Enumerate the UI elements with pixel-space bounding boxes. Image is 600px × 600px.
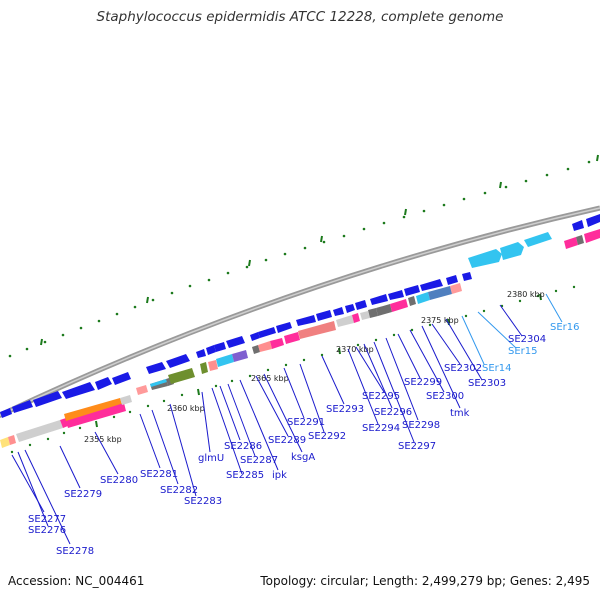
gene-label-se2281[interactable]: SE2281 bbox=[140, 469, 178, 480]
gene-label-se2295[interactable]: SE2295 bbox=[362, 391, 400, 402]
inner-ruler-dots bbox=[10, 285, 576, 454]
ruler-label-2380: 2380 kbp bbox=[507, 290, 545, 299]
reverse-strand-genes[interactable] bbox=[0, 229, 600, 448]
rna-leader-lines bbox=[461, 293, 563, 365]
gene-label-se2304[interactable]: SE2304 bbox=[508, 334, 546, 345]
inner-ruler-major-ticks bbox=[95, 293, 542, 428]
gene-label-se2296[interactable]: SE2296 bbox=[374, 407, 412, 418]
gene-label-se2303[interactable]: SE2303 bbox=[468, 378, 506, 389]
gene-label-glmu[interactable]: glmU bbox=[198, 453, 224, 464]
gene-label-se2294[interactable]: SE2294 bbox=[362, 423, 400, 434]
gene-label-se2279[interactable]: SE2279 bbox=[64, 489, 102, 500]
ruler-label-2365: 2365 kbp bbox=[251, 374, 289, 383]
ruler-label-2370: 2370 kbp bbox=[336, 345, 374, 354]
gene-label-ksga[interactable]: ksgA bbox=[291, 452, 315, 463]
gene-label-ser14[interactable]: SEr14 bbox=[482, 363, 512, 374]
gene-label-se2277[interactable]: SE2277 bbox=[28, 514, 66, 525]
gene-label-se2298[interactable]: SE2298 bbox=[402, 420, 440, 431]
rna-genes[interactable] bbox=[468, 214, 600, 268]
gene-label-tmk[interactable]: tmk bbox=[450, 408, 470, 419]
gene-label-se2293[interactable]: SE2293 bbox=[326, 404, 364, 415]
gene-label-se2300[interactable]: SE2300 bbox=[426, 391, 464, 402]
gene-label-ipk[interactable]: ipk bbox=[272, 470, 287, 481]
gene-label-se2299[interactable]: SE2299 bbox=[404, 377, 442, 388]
gene-label-se2292[interactable]: SE2292 bbox=[308, 431, 346, 442]
gene-label-ser16[interactable]: SEr16 bbox=[550, 322, 580, 333]
gene-label-se2297[interactable]: SE2297 bbox=[398, 441, 436, 452]
outer-dotted-ring bbox=[8, 160, 591, 358]
gene-label-se2282[interactable]: SE2282 bbox=[160, 485, 198, 496]
forward-strand-genes[interactable] bbox=[0, 272, 472, 418]
outer-ring-major-ticks bbox=[40, 154, 599, 346]
gene-label-se2287[interactable]: SE2287 bbox=[240, 455, 278, 466]
accession-label: Accession: NC_004461 bbox=[8, 574, 145, 588]
ruler-label-2375: 2375 kbp bbox=[421, 316, 459, 325]
gene-label-se2291[interactable]: SE2291 bbox=[287, 417, 325, 428]
gene-label-se2285[interactable]: SE2285 bbox=[226, 470, 264, 481]
gene-label-se2289[interactable]: SE2289 bbox=[268, 435, 306, 446]
gene-label-se2302[interactable]: SE2302 bbox=[444, 363, 482, 374]
gene-label-se2278[interactable]: SE2278 bbox=[56, 546, 94, 557]
gene-label-se2280[interactable]: SE2280 bbox=[100, 475, 138, 486]
ruler-label-2355: 2355 kbp bbox=[84, 435, 122, 444]
ruler-label-2360: 2360 kbp bbox=[167, 404, 205, 413]
gene-label-se2283[interactable]: SE2283 bbox=[184, 496, 222, 507]
gene-label-se2286[interactable]: SE2286 bbox=[224, 441, 262, 452]
gene-label-ser15[interactable]: SEr15 bbox=[508, 346, 538, 357]
gene-leader-lines bbox=[11, 304, 523, 545]
gene-label-se2276[interactable]: SE2276 bbox=[28, 525, 66, 536]
map-title: Staphylococcus epidermidis ATCC 12228, c… bbox=[96, 9, 504, 25]
topology-label: Topology: circular; Length: 2,499,279 bp… bbox=[260, 574, 590, 588]
